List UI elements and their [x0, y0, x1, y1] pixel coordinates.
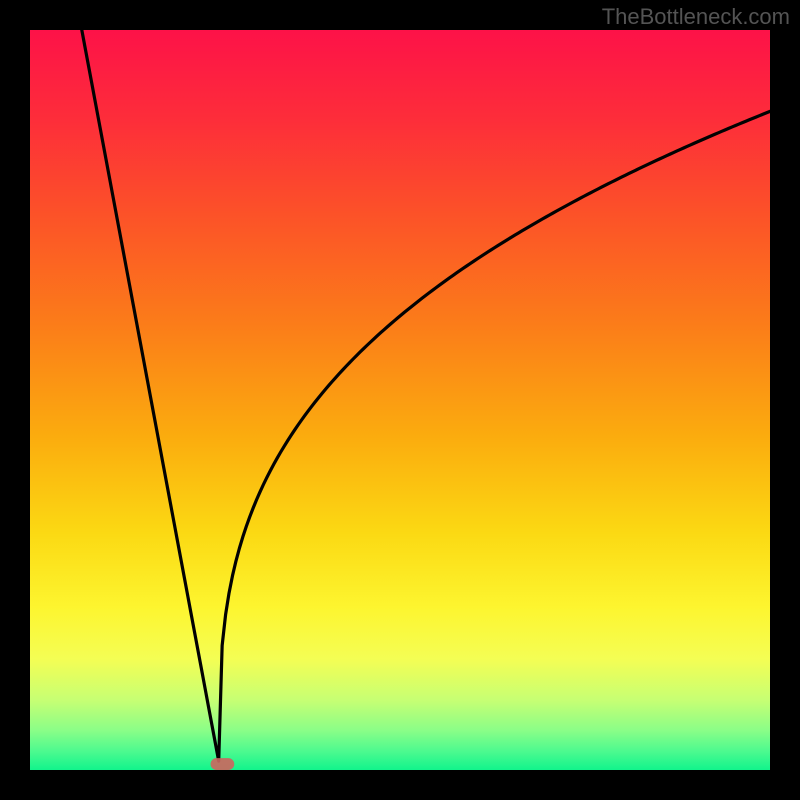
optimal-marker: [211, 758, 235, 770]
bottleneck-chart: [30, 30, 770, 770]
attribution-watermark: TheBottleneck.com: [602, 4, 790, 30]
chart-stage: TheBottleneck.com: [0, 0, 800, 800]
plot-area: [30, 30, 770, 770]
plot-background: [30, 30, 770, 770]
